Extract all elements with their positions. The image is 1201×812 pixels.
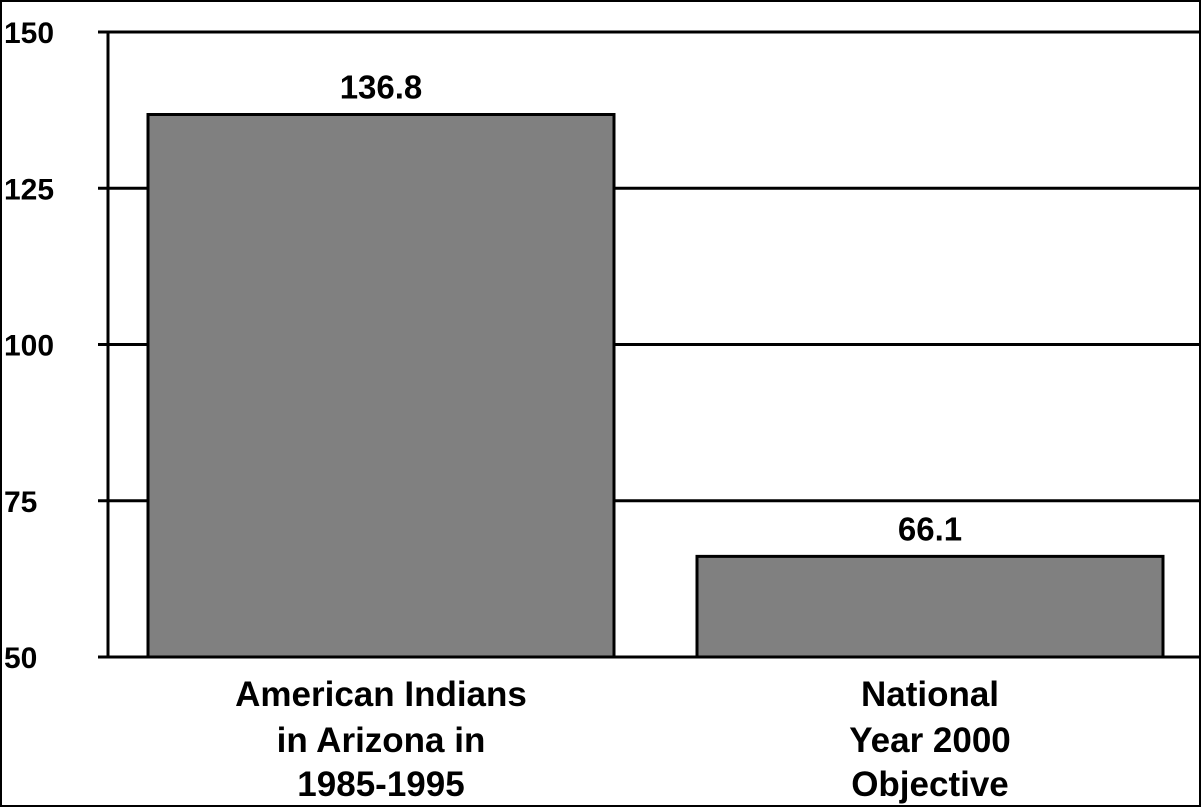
x-tick-label: American Indians	[235, 675, 527, 714]
data-label: 136.8	[340, 69, 423, 106]
data-labels: 136.8 66.1	[340, 69, 962, 548]
data-label: 66.1	[898, 510, 962, 547]
y-axis-ticks: 50 75 100 125 150	[4, 17, 108, 675]
y-tick-label: 125	[4, 173, 54, 206]
x-tick-label: Objective	[851, 765, 1009, 804]
bar	[146, 113, 616, 659]
x-tick-label: National	[861, 675, 999, 714]
x-tick-label: in Arizona in	[277, 721, 486, 760]
x-tick-label: 1985-1995	[297, 765, 464, 804]
y-tick-label: 75	[4, 486, 37, 519]
y-tick-label: 100	[4, 330, 54, 363]
y-tick-label: 150	[4, 17, 54, 50]
y-tick-label: 50	[4, 642, 37, 675]
x-tick-label: Year 2000	[849, 721, 1011, 760]
x-axis-labels: American Indians in Arizona in 1985-1995 Na…	[235, 675, 1011, 804]
bar	[695, 554, 1165, 659]
bars	[146, 113, 1165, 659]
